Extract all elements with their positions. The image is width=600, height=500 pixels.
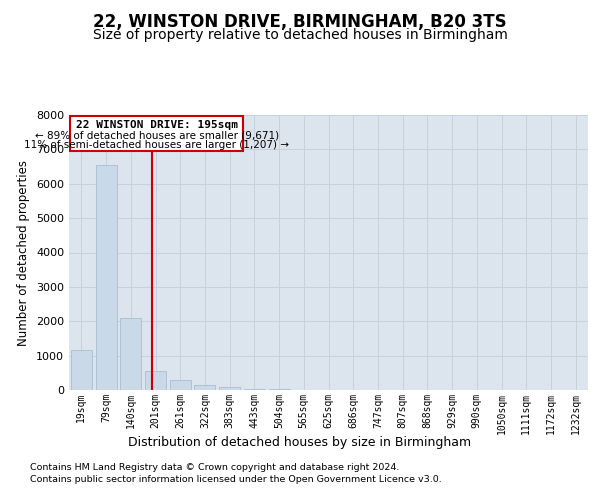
Bar [95, 165, 116, 390]
Bar [145, 371, 166, 390]
Text: Size of property relative to detached houses in Birmingham: Size of property relative to detached ho… [92, 28, 508, 42]
Text: Contains public sector information licensed under the Open Government Licence v3: Contains public sector information licen… [30, 475, 442, 484]
Text: Contains HM Land Registry data © Crown copyright and database right 2024.: Contains HM Land Registry data © Crown c… [30, 462, 400, 471]
Bar [194, 385, 215, 390]
Bar [170, 380, 191, 390]
Bar [120, 318, 141, 390]
Text: 22 WINSTON DRIVE: 195sqm: 22 WINSTON DRIVE: 195sqm [76, 120, 238, 130]
Bar [71, 350, 92, 390]
Text: 22, WINSTON DRIVE, BIRMINGHAM, B20 3TS: 22, WINSTON DRIVE, BIRMINGHAM, B20 3TS [93, 12, 507, 30]
Y-axis label: Number of detached properties: Number of detached properties [17, 160, 31, 346]
Text: 11% of semi-detached houses are larger (1,207) →: 11% of semi-detached houses are larger (… [24, 140, 289, 149]
Text: Distribution of detached houses by size in Birmingham: Distribution of detached houses by size … [128, 436, 472, 449]
Text: ← 89% of detached houses are smaller (9,671): ← 89% of detached houses are smaller (9,… [35, 130, 279, 140]
Bar [244, 388, 265, 390]
Bar [219, 387, 240, 390]
FancyBboxPatch shape [70, 116, 243, 151]
